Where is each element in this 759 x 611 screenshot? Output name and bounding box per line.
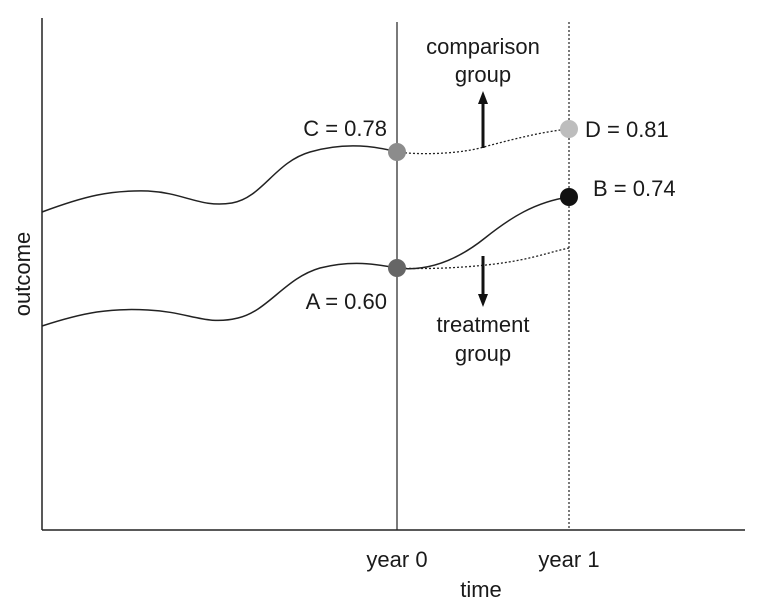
tick-year-0: year 0 (366, 547, 427, 572)
comparison-trend-line (41, 145, 398, 213)
point-a (388, 259, 406, 277)
comparison-label-line2: group (455, 62, 511, 87)
label-b: B = 0.74 (593, 176, 676, 201)
comparison-arrow (478, 91, 488, 148)
point-d (560, 120, 578, 138)
tick-year-1: year 1 (538, 547, 599, 572)
point-b (560, 188, 578, 206)
label-d: D = 0.81 (585, 117, 669, 142)
treatment-actual-line (396, 196, 570, 270)
comparison-dotted-line (396, 128, 570, 155)
point-c (388, 143, 406, 161)
treatment-trend-line (41, 262, 398, 327)
y-axis-label: outcome (10, 232, 35, 316)
treatment-label-line2: group (455, 341, 511, 366)
x-axis-label: time (460, 577, 502, 602)
label-a: A = 0.60 (306, 289, 387, 314)
treatment-arrow (478, 256, 488, 307)
treatment-label-line1: treatment (437, 312, 530, 337)
treatment-counterfactual-line (396, 247, 570, 270)
label-c: C = 0.78 (303, 116, 387, 141)
comparison-label-line1: comparison (426, 34, 540, 59)
